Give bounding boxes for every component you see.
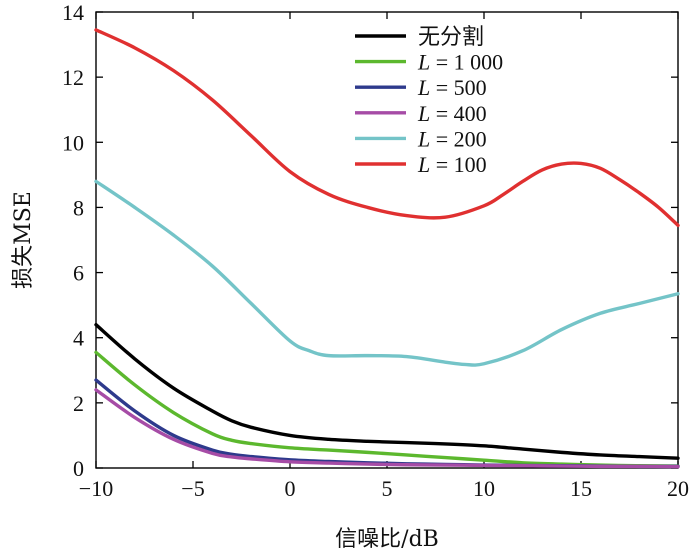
series-lines: [94, 28, 680, 469]
legend-value: = 400: [430, 101, 486, 126]
legend-label-0: 无分割: [418, 24, 484, 49]
y-tick-label: 12: [62, 65, 84, 90]
y-tick-label: 2: [73, 391, 84, 416]
legend-variable: L: [417, 75, 430, 100]
legend-variable: L: [417, 152, 430, 177]
legend-label-1: L = 1 000: [417, 50, 503, 75]
axis-ticks: −10 −5 0 5 10 15 20 0 2 4 6 8 10 12 14: [62, 0, 689, 501]
y-tick-label: 8: [73, 195, 84, 220]
series-line-0: [94, 322, 680, 460]
x-tick-label: 5: [382, 476, 393, 501]
y-tick-label: 6: [73, 261, 84, 286]
series-line-5: [94, 28, 680, 228]
y-axis-title: 损失MSE: [11, 191, 36, 289]
y-tick-label: 4: [73, 326, 84, 351]
x-tick-label: 0: [285, 476, 296, 501]
legend-label-4: L = 200: [417, 126, 487, 151]
y-tick-label: 10: [62, 130, 84, 155]
x-tick-label: −10: [79, 476, 113, 501]
legend-label-3: L = 400: [417, 101, 487, 126]
y-tick-label: 0: [73, 456, 84, 481]
x-tick-label: 20: [667, 476, 689, 501]
legend-value: = 200: [430, 126, 486, 151]
legend-variable: L: [417, 50, 430, 75]
legend-label-5: L = 100: [417, 152, 487, 177]
x-tick-label: 15: [570, 476, 592, 501]
x-tick-label: 10: [473, 476, 495, 501]
plot-frame: [95, 11, 679, 469]
legend-variable: L: [417, 126, 430, 151]
legend-value: = 100: [430, 152, 486, 177]
legend-label-2: L = 500: [417, 75, 487, 100]
legend-value: = 500: [430, 75, 486, 100]
legend-value: 无分割: [418, 24, 484, 49]
series-line-4: [94, 179, 680, 367]
legend-value: = 1 000: [430, 50, 503, 75]
x-tick-label: −5: [181, 476, 204, 501]
series-line-1: [94, 350, 680, 468]
y-tick-label: 14: [62, 0, 84, 25]
x-axis-title: 信噪比/dB: [335, 527, 439, 552]
legend-variable: L: [417, 101, 430, 126]
series-line-3: [94, 388, 680, 469]
